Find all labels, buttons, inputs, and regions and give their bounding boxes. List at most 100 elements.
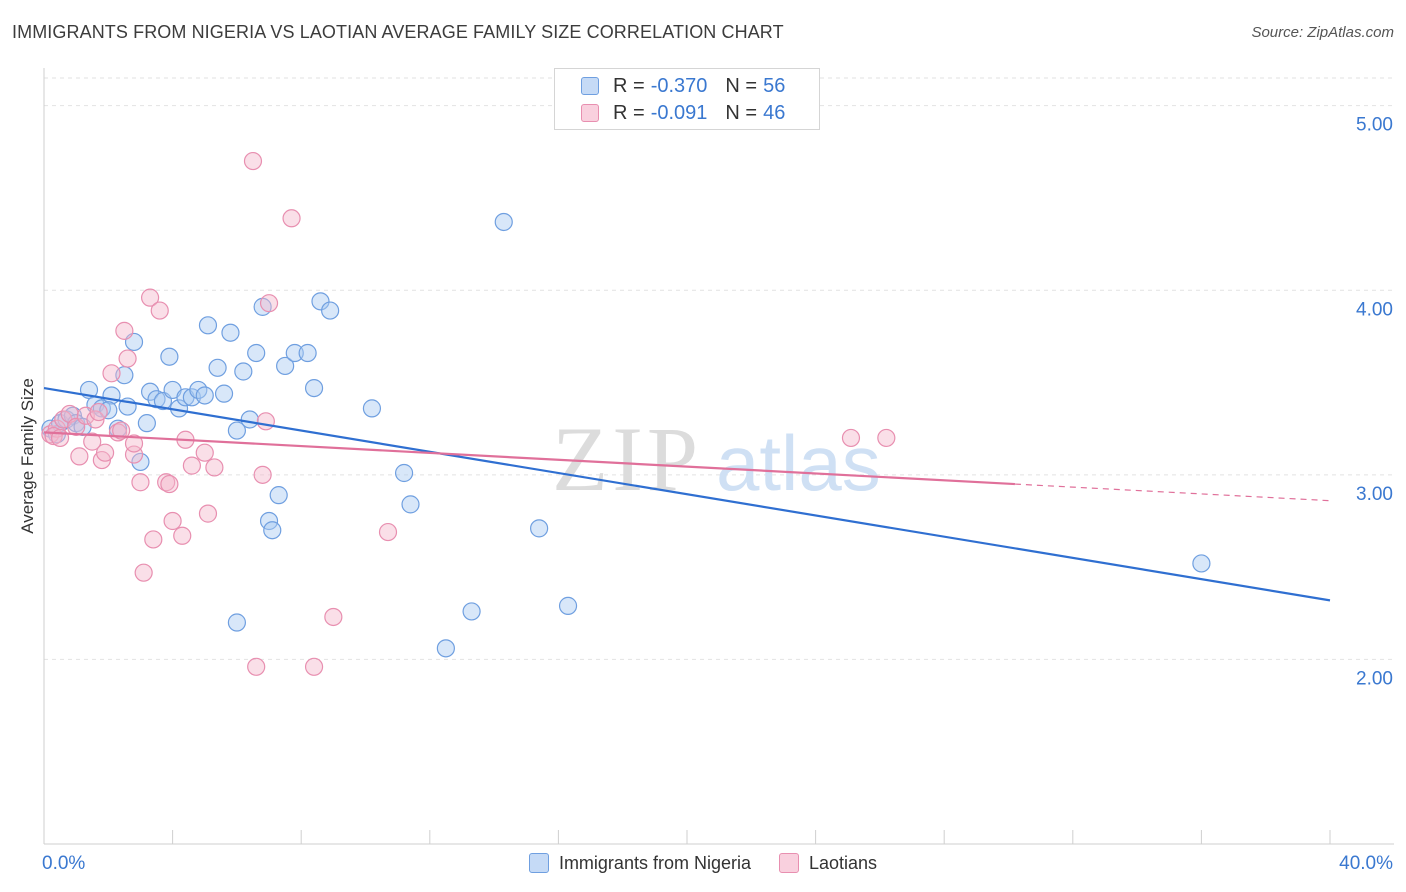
- laotian-point: [131, 473, 150, 492]
- nigeria-point: [1192, 554, 1211, 573]
- y-tick-label: 2.00: [1356, 668, 1393, 689]
- nigeria-point: [227, 613, 246, 632]
- laotian-point: [163, 511, 182, 531]
- chart-title: IMMIGRANTS FROM NIGERIA VS LAOTIAN AVERA…: [12, 22, 784, 42]
- nigeria-point: [240, 410, 259, 429]
- nigeria-point: [234, 362, 253, 381]
- nigeria-point: [401, 495, 420, 514]
- laotian-point: [124, 434, 144, 453]
- laotian-point: [304, 657, 324, 676]
- r-value-laotian: -0.091: [650, 101, 708, 124]
- nigeria-point: [221, 323, 240, 342]
- laotian-point: [877, 428, 896, 448]
- laotian-point: [140, 288, 160, 307]
- n-label: N =: [725, 74, 758, 97]
- x-tick-label-max: 40.0%: [1339, 853, 1393, 874]
- nigeria-point: [298, 343, 317, 363]
- laotian-point: [378, 522, 398, 542]
- legend-label-laotian: Laotians: [808, 852, 878, 873]
- correlation-legend: R = -0.370 N = 56 R = -0.091 N = 46: [554, 68, 820, 130]
- legend-row-nigeria: R = -0.370 N = 56: [581, 72, 785, 100]
- r-label: R =: [613, 101, 645, 124]
- n-value-laotian: 46: [763, 101, 786, 124]
- legend-item-nigeria: Immigrants from Nigeria: [528, 852, 751, 874]
- laotian-point: [83, 432, 102, 451]
- nigeria-point: [362, 399, 382, 418]
- laotian-point: [102, 364, 121, 383]
- nigeria-point: [198, 316, 218, 335]
- nigeria-point: [311, 292, 330, 311]
- trend-lines: [43, 387, 1331, 602]
- laotian-points: [41, 151, 896, 676]
- nigeria-point: [263, 521, 282, 540]
- laotian-point: [198, 504, 218, 523]
- nigeria-point: [269, 486, 288, 505]
- laotian-point: [195, 443, 214, 462]
- watermark-atlas: atlas: [716, 419, 881, 507]
- laotian-point: [70, 447, 89, 466]
- laotian-trend-line: [43, 431, 1015, 486]
- watermark-zip: ZIP: [552, 408, 702, 510]
- nigeria-point: [462, 602, 481, 621]
- laotian-point: [256, 412, 275, 431]
- nigeria-point: [160, 347, 179, 366]
- laotian-point: [253, 465, 272, 484]
- nigeria-point: [102, 386, 121, 405]
- laotian-point: [243, 151, 263, 171]
- laotian-trend-extension: [1014, 483, 1331, 502]
- laotian-point: [134, 563, 153, 582]
- watermark: ZIP atlas: [552, 408, 881, 510]
- legend-label-nigeria: Immigrants from Nigeria: [558, 852, 751, 873]
- nigeria-point: [436, 639, 455, 658]
- tick-labels: 2.00 3.00 4.00 5.00 0.0% 40.0%: [42, 115, 1393, 874]
- r-label: R =: [613, 74, 645, 97]
- nigeria-point: [558, 596, 578, 615]
- y-axis-title: Average Family Size: [18, 378, 37, 534]
- laotian-legend-swatch: [778, 853, 799, 873]
- axes: [43, 68, 1394, 845]
- nigeria-point: [140, 382, 160, 401]
- r-value-nigeria: -0.370: [650, 74, 708, 97]
- nigeria-point: [304, 378, 324, 398]
- nigeria-point: [285, 343, 304, 363]
- nigeria-point: [195, 386, 214, 405]
- nigeria-point: [276, 356, 295, 376]
- laotian-point: [282, 209, 301, 228]
- laotian-point: [205, 458, 224, 477]
- n-value-nigeria: 56: [763, 74, 786, 97]
- nigeria-legend-swatch: [528, 853, 549, 873]
- nigeria-point: [131, 452, 150, 472]
- laotian-point: [112, 421, 131, 440]
- nigeria-point: [494, 212, 513, 232]
- nigeria-point: [208, 358, 227, 377]
- legend-item-laotian: Laotians: [778, 852, 878, 874]
- laotian-swatch: [581, 104, 599, 122]
- laotian-point: [247, 657, 266, 676]
- y-tick-label: 4.00: [1356, 299, 1393, 320]
- nigeria-point: [247, 343, 266, 363]
- laotian-point: [115, 321, 134, 340]
- laotian-point: [89, 402, 108, 422]
- nigeria-point: [321, 301, 340, 320]
- nigeria-point: [137, 414, 156, 433]
- nigeria-point: [394, 463, 414, 483]
- nigeria-point: [214, 384, 234, 403]
- nigeria-point: [227, 421, 246, 440]
- x-tick-label-min: 0.0%: [42, 853, 85, 874]
- laotian-point: [95, 443, 115, 462]
- nigeria-trend-line: [43, 387, 1331, 602]
- laotian-point: [144, 530, 163, 549]
- laotian-point: [160, 474, 179, 494]
- laotian-point: [173, 526, 192, 545]
- laotian-point: [324, 607, 343, 627]
- laotian-point: [259, 294, 279, 313]
- legend-row-laotian: R = -0.091 N = 46: [581, 99, 785, 127]
- laotian-point: [841, 428, 861, 448]
- nigeria-point: [530, 519, 549, 538]
- series-legend: Immigrants from Nigeria Laotians: [0, 848, 1406, 878]
- laotian-point: [118, 349, 137, 368]
- laotian-point: [182, 456, 201, 475]
- laotian-point: [150, 301, 169, 320]
- y-tick-label: 3.00: [1356, 484, 1393, 505]
